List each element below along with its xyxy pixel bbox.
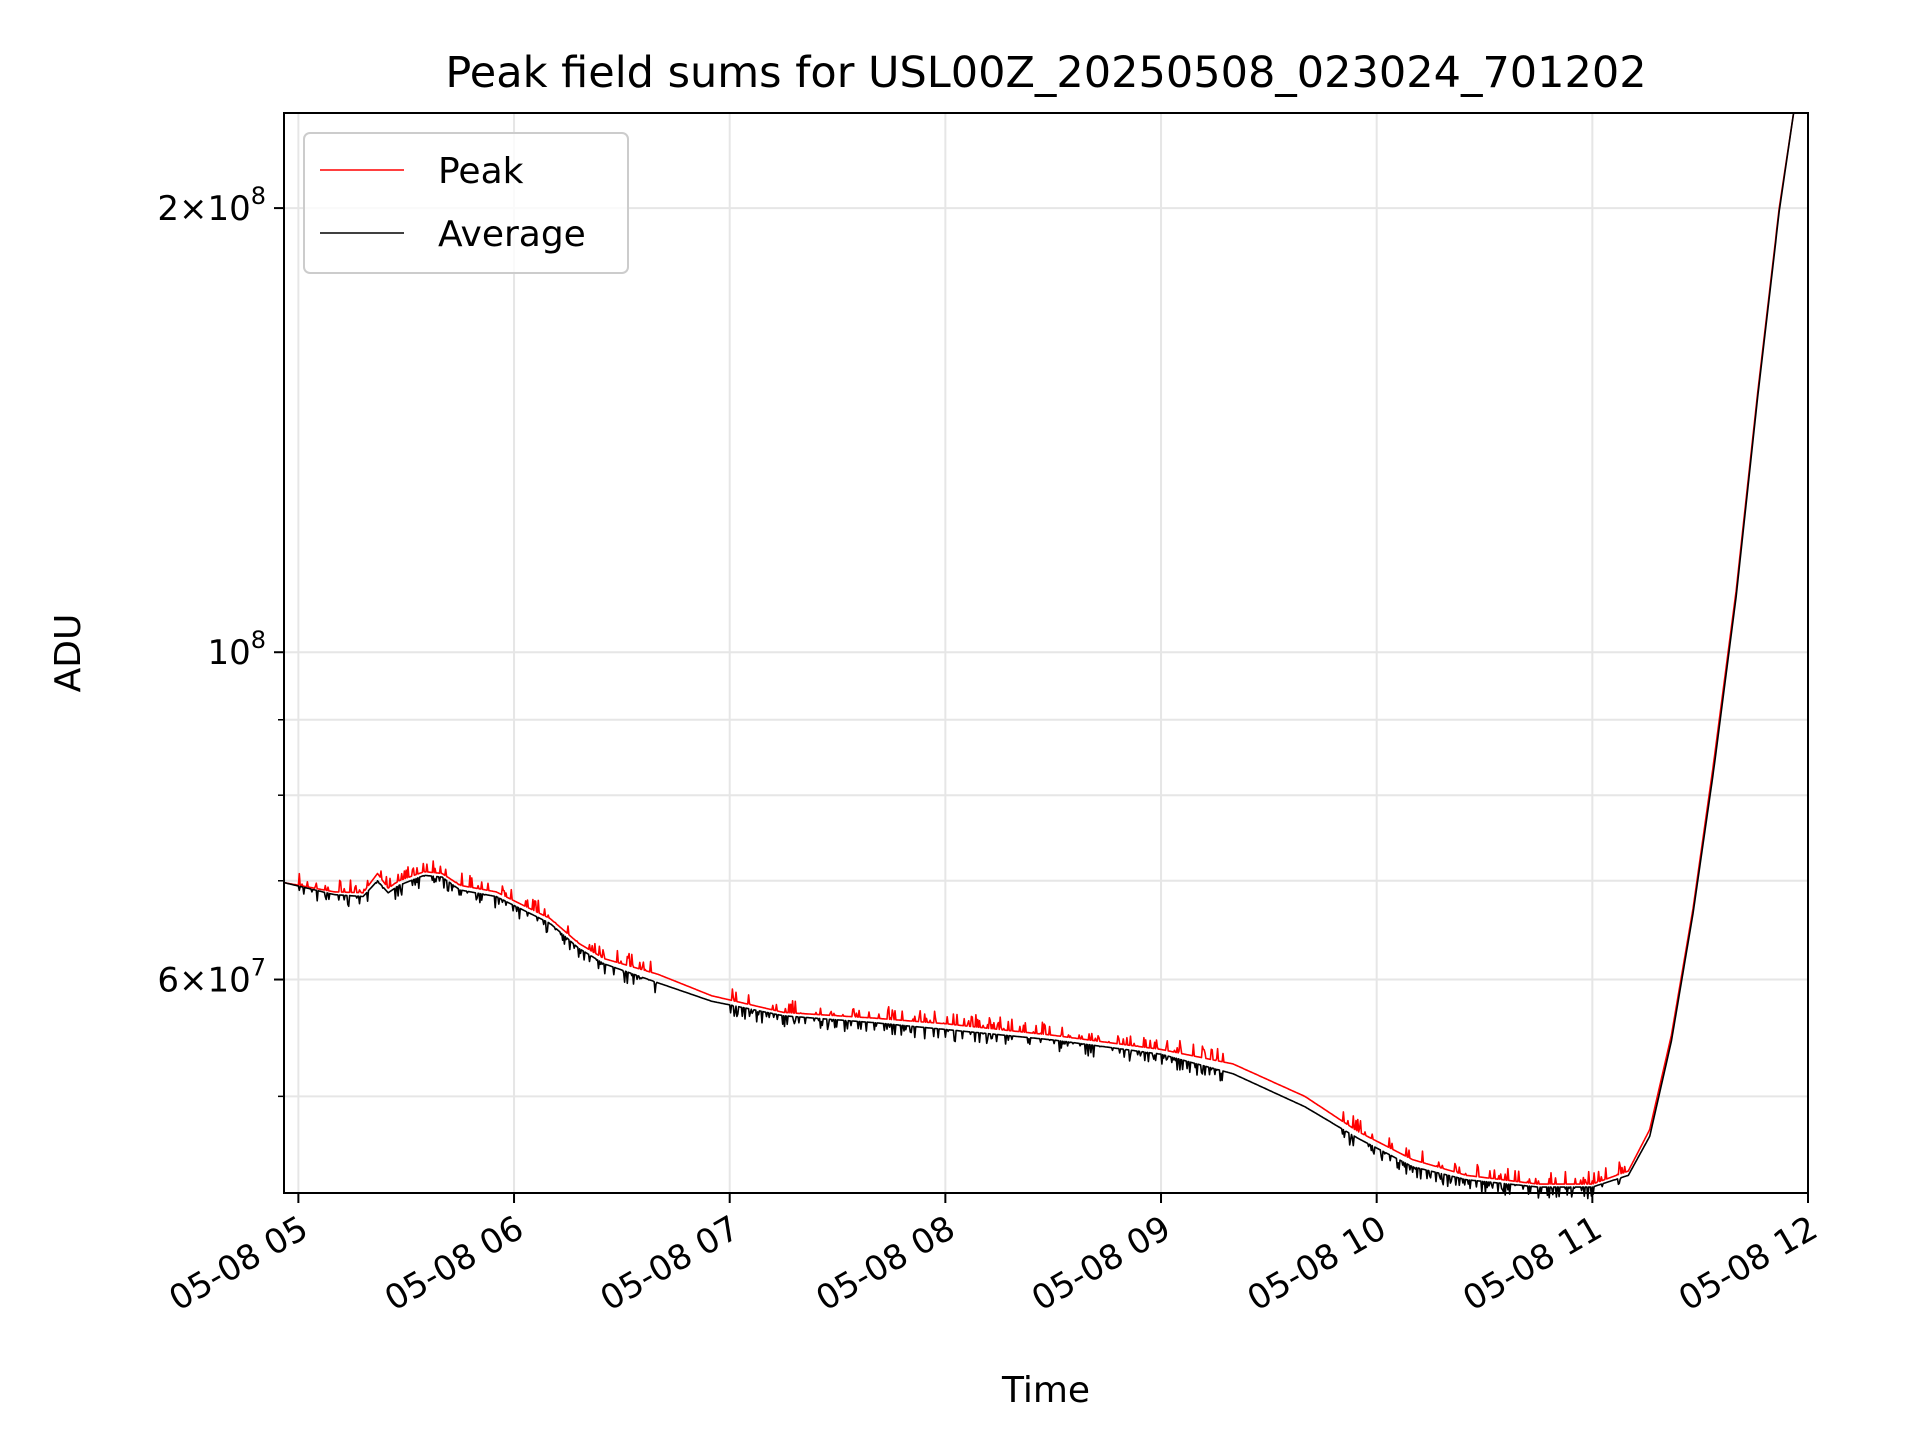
y-tick-label: 2×108 [157, 182, 266, 229]
legend: Peak Average [303, 132, 629, 274]
legend-label-average: Average [438, 214, 586, 255]
y-axis-title: ADU [48, 614, 89, 693]
y-tick-label: 108 [207, 626, 266, 673]
series-line-average [283, 112, 1805, 1200]
y-axis-ticks: 6×107 108 2×108 [157, 182, 284, 1098]
legend-label-peak: Peak [438, 151, 524, 192]
y-tick-label: 6×107 [157, 954, 266, 1001]
x-axis-title: Time [1001, 1370, 1090, 1411]
plot-area [283, 112, 1805, 1200]
chart-title: Peak field sums for USL00Z_20250508_0230… [445, 48, 1646, 98]
legend-box [303, 132, 629, 274]
series-line-peak [283, 112, 1805, 1185]
